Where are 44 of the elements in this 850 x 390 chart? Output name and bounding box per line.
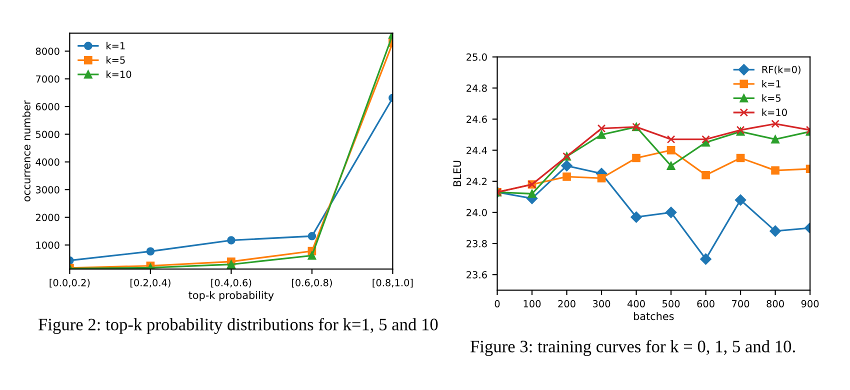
y-tick-label: 24.4 bbox=[466, 146, 487, 154]
x-tick-label: 100 bbox=[524, 300, 541, 308]
caption: Figure 2: top-k probability distributions for k=1, 5 and 10 bbox=[38, 318, 438, 334]
y-tick-label: 6000 bbox=[36, 103, 60, 110]
y-tick-label: 24.8 bbox=[466, 84, 487, 92]
y-tick-label: 23.8 bbox=[466, 240, 487, 248]
y-tick-label: 3000 bbox=[36, 186, 60, 194]
legend-label: k=10 bbox=[106, 70, 132, 78]
x-tick-label: 800 bbox=[766, 300, 784, 308]
x-tick-label: 900 bbox=[801, 300, 819, 308]
x-tick-label: [0.8,1.0] bbox=[372, 278, 413, 288]
y-axis-title: occurrence number bbox=[22, 100, 30, 202]
x-tick-label: 700 bbox=[732, 300, 750, 308]
x-tick-label: [0.2,0.4) bbox=[130, 278, 170, 288]
x-tick-label: 600 bbox=[697, 300, 714, 308]
legend-label: k=10 bbox=[762, 108, 787, 116]
y-tick-label: 24.6 bbox=[466, 116, 487, 123]
x-tick-label: 200 bbox=[558, 300, 576, 308]
y-tick-label: 25.0 bbox=[466, 53, 487, 61]
y-tick-label: 5000 bbox=[36, 130, 60, 138]
legend-label: k=5 bbox=[106, 56, 125, 64]
y-tick-label: 24.2 bbox=[466, 178, 487, 186]
legend-label: k=1 bbox=[762, 80, 780, 88]
x-tick-label: [0.4,0.6) bbox=[211, 278, 252, 288]
x-tick-label: 300 bbox=[592, 300, 610, 308]
x-axis-title: top-k probability bbox=[188, 291, 274, 302]
y-tick-label: 2000 bbox=[36, 214, 60, 222]
x-axis-title: batches bbox=[634, 312, 674, 320]
x-tick-label: 400 bbox=[627, 300, 645, 308]
caption: Figure 3: training curves for k = 0, 1, 5 and 10. bbox=[470, 340, 795, 356]
x-tick-label: [0.0,0.2) bbox=[50, 278, 90, 288]
y-tick-label: 8000 bbox=[36, 48, 60, 55]
y-tick-label: 7000 bbox=[36, 75, 60, 83]
x-tick-label: 0 bbox=[494, 300, 500, 308]
legend-label: RF(k=0) bbox=[762, 66, 800, 74]
x-tick-label: [0.6,0.8) bbox=[292, 278, 332, 288]
y-tick-label: 23.6 bbox=[466, 271, 487, 278]
y-tick-label: 24.0 bbox=[466, 208, 487, 216]
y-tick-label: 1000 bbox=[36, 241, 60, 249]
y-tick-label: 4000 bbox=[36, 158, 60, 166]
legend-label: k=1 bbox=[106, 42, 125, 50]
x-tick-label: 500 bbox=[662, 300, 680, 308]
legend-label: k=5 bbox=[762, 94, 781, 102]
y-axis-title: BLEU bbox=[453, 160, 462, 186]
